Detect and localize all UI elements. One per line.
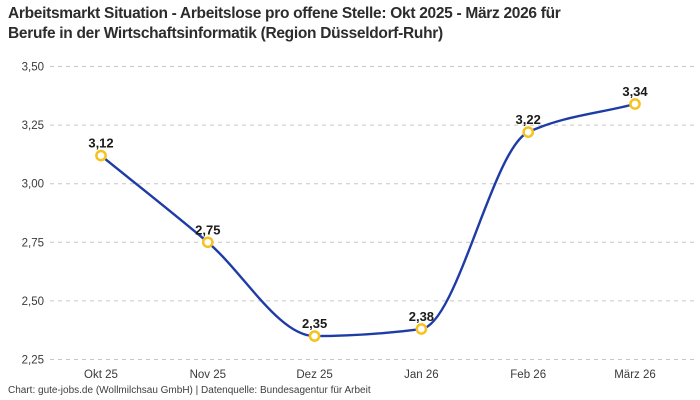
x-axis-tick-label: Feb 26 [510, 369, 546, 381]
data-point-label: 3,12 [88, 136, 113, 151]
x-axis-tick-label: Jan 26 [404, 369, 439, 381]
data-point-marker [308, 330, 321, 342]
x-axis-tick-label: Dez 25 [296, 369, 332, 381]
data-point-label: 2,38 [409, 309, 434, 324]
chart-title-line-1: Arbeitsmarkt Situation - Arbeitslose pro… [8, 5, 561, 22]
x-axis-tick-label: Nov 25 [190, 369, 226, 381]
x-axis-tick-label: Okt 25 [84, 369, 118, 381]
y-axis-tick-label: 2,25 [22, 355, 44, 367]
data-point-label: 2,75 [195, 222, 220, 237]
data-point-marker [201, 236, 214, 249]
y-axis-tick-label: 2,50 [22, 296, 44, 308]
data-point-label: 3,22 [516, 112, 541, 127]
y-axis-tick-label: 3,50 [22, 62, 44, 74]
data-point-label: 2,35 [302, 316, 327, 331]
chart-title: Arbeitsmarkt Situation - Arbeitslose pro… [8, 4, 561, 44]
data-point-marker [95, 149, 107, 162]
chart-credit: Chart: gute-jobs.de (Wollmilchsau GmbH) … [8, 385, 371, 396]
data-point-marker [415, 323, 428, 335]
x-axis-tick-label: März 26 [614, 369, 656, 381]
data-point-label: 3,34 [622, 84, 648, 99]
chart-title-line-2: Berufe in der Wirtschaftsinformatik (Reg… [8, 25, 443, 42]
y-axis-tick-label: 3,25 [22, 120, 44, 132]
y-axis-tick-label: 3,00 [22, 179, 44, 191]
data-point-marker [629, 98, 641, 110]
y-axis-tick-label: 2,75 [22, 237, 44, 249]
data-point-marker [522, 126, 535, 138]
